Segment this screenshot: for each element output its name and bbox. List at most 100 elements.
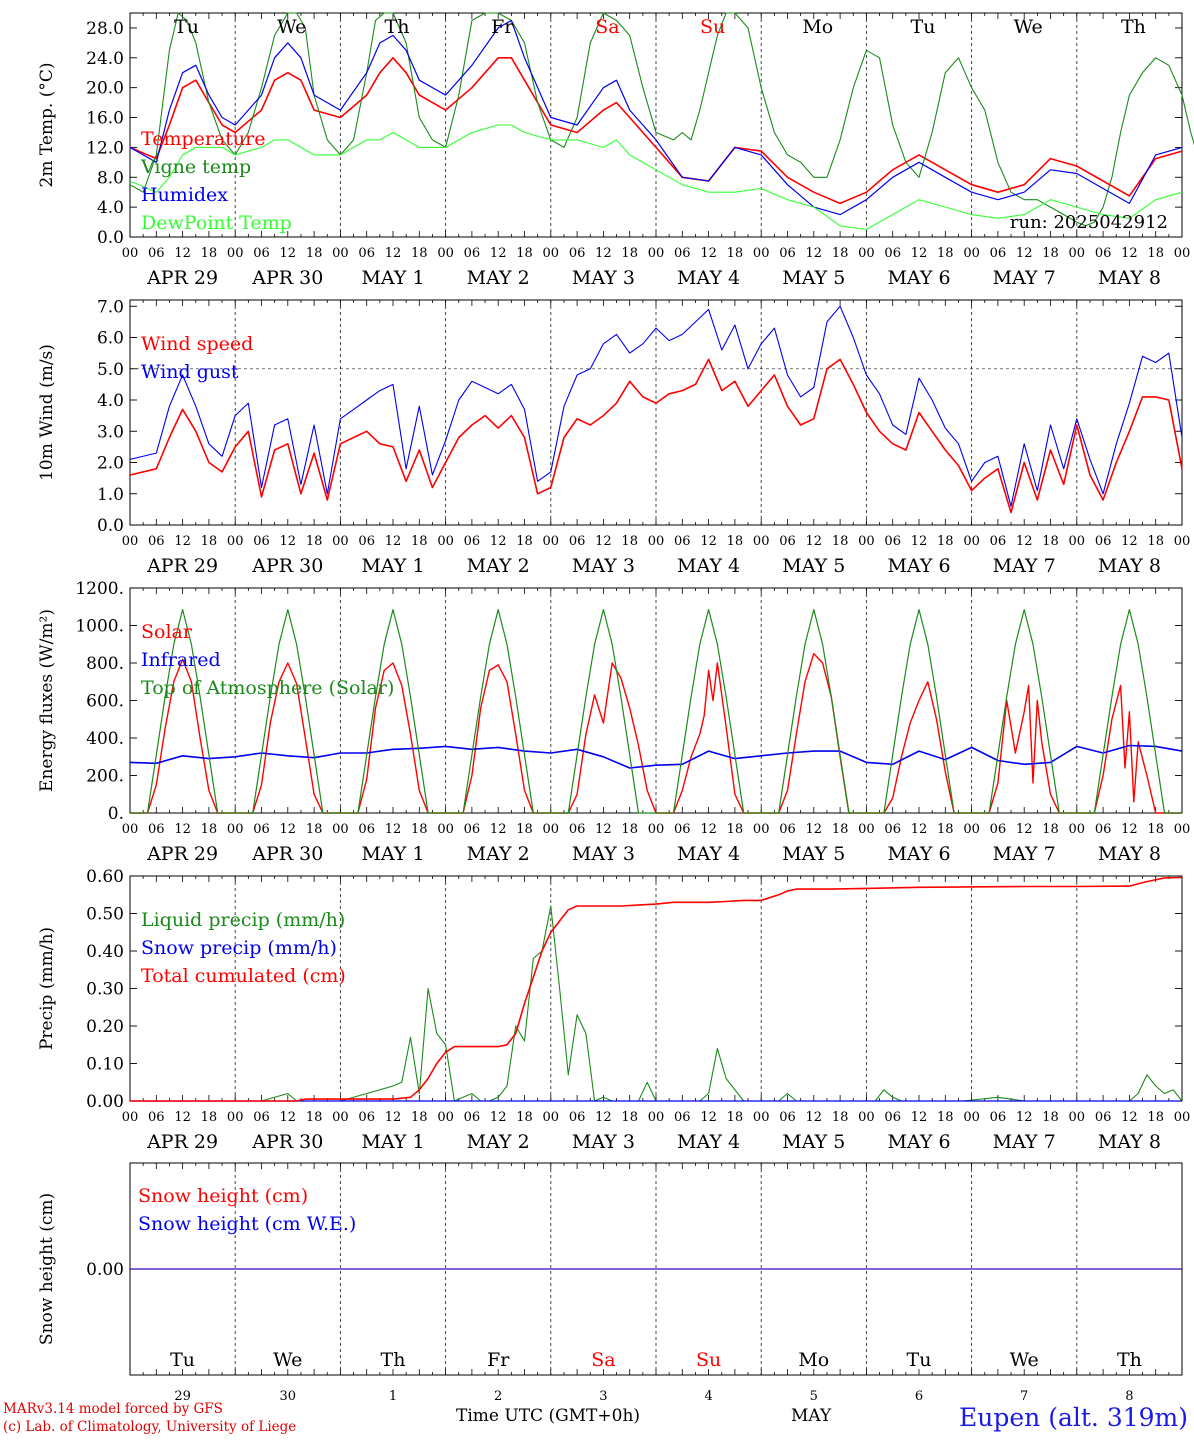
x-hour-label: 12 [1121, 1110, 1138, 1125]
y-tick-label: 1000. [75, 617, 124, 637]
y-tick-label: 4.0 [97, 391, 124, 411]
x-hour-label: 00 [437, 1110, 454, 1125]
x-hour-label: 18 [1042, 1110, 1059, 1125]
y-tick-label: 6.0 [97, 329, 124, 349]
x-hour-label: 12 [1121, 822, 1138, 837]
legend-item: Wind gust [141, 361, 239, 383]
panel-frame [129, 587, 1183, 814]
weekday-label: Th [381, 1349, 406, 1371]
x-day-number: 5 [810, 1389, 818, 1404]
panel-frame [129, 299, 1183, 526]
x-hour-label: 06 [1095, 1110, 1112, 1125]
weekday-label: Th [1121, 16, 1146, 38]
legend-item: DewPoint Temp [141, 212, 292, 234]
x-hour-label: 06 [674, 246, 691, 261]
y-tick-label: 16.0 [86, 109, 124, 129]
x-hour-label: 06 [779, 822, 796, 837]
x-day-label: MAY 5 [782, 267, 845, 289]
x-hour-label: 18 [201, 246, 218, 261]
x-hour-label: 06 [253, 534, 270, 549]
x-hour-label: 18 [306, 822, 323, 837]
y-tick-label: 24.0 [86, 49, 124, 69]
x-day-label: MAY 2 [467, 555, 530, 577]
x-hour-label: 12 [700, 822, 717, 837]
x-hour-label: 06 [464, 1110, 481, 1125]
x-hour-label: 18 [621, 1110, 638, 1125]
model-credit: MARv3.14 model forced by GFS (c) Lab. of… [3, 1400, 296, 1436]
x-hour-label: 12 [911, 246, 928, 261]
x-hour-label: 18 [937, 822, 954, 837]
weekday-label: Mo [802, 16, 833, 38]
x-hour-label: 00 [858, 1110, 875, 1125]
x-hour-label: 12 [911, 534, 928, 549]
series-dewpoint-temp [129, 124, 1183, 231]
x-hour-label: 06 [674, 822, 691, 837]
x-hour-label: 12 [595, 1110, 612, 1125]
x-hour-label: 00 [858, 822, 875, 837]
x-hour-label: 00 [332, 534, 349, 549]
weekday-label: Su [700, 16, 725, 38]
legend-item: Solar [141, 621, 193, 643]
x-hour-label: 12 [700, 246, 717, 261]
y-tick-label: 0.00 [86, 1092, 124, 1112]
x-day-label: APR 30 [251, 1131, 323, 1153]
x-hour-label: 00 [753, 246, 770, 261]
x-hour-label: 00 [227, 246, 244, 261]
x-hour-label: 12 [1121, 534, 1138, 549]
y-tick-label: 400. [86, 729, 124, 749]
x-day-number: 1 [389, 1389, 397, 1404]
x-hour-label: 06 [464, 246, 481, 261]
y-tick-label: 2.0 [97, 454, 124, 474]
x-day-label: MAY 8 [1098, 1131, 1161, 1153]
x-hour-label: 00 [1174, 1110, 1191, 1125]
x-day-label: MAY 7 [993, 555, 1056, 577]
x-hour-label: 12 [385, 246, 402, 261]
x-day-label: MAY 5 [782, 555, 845, 577]
x-hour-label: 18 [516, 1110, 533, 1125]
series-solar [130, 652, 1182, 814]
x-day-label: MAY 3 [572, 267, 635, 289]
x-day-label: MAY 8 [1098, 267, 1161, 289]
x-hour-label: 12 [490, 246, 507, 261]
x-hour-label: 06 [779, 534, 796, 549]
legend-item: Snow height (cm) [138, 1185, 308, 1207]
x-hour-label: 00 [1174, 246, 1191, 261]
x-hour-label: 12 [280, 534, 297, 549]
x-day-number: 8 [1125, 1389, 1133, 1404]
x-hour-label: 06 [569, 534, 586, 549]
y-tick-label: 8.0 [97, 168, 124, 188]
x-hour-label: 06 [253, 246, 270, 261]
weekday-label: We [277, 16, 306, 38]
x-hour-label: 06 [674, 1110, 691, 1125]
station-name: Eupen (alt. 319m) [959, 1403, 1188, 1432]
legend-item: Liquid precip (mm/h) [141, 909, 345, 931]
x-hour-label: 06 [990, 1110, 1007, 1125]
x-hour-label: 06 [464, 534, 481, 549]
x-day-label: MAY 7 [993, 843, 1056, 865]
x-hour-label: 18 [1147, 534, 1164, 549]
y-tick-label: 0.10 [86, 1055, 124, 1075]
x-hour-label: 18 [937, 246, 954, 261]
legend-item: Snow height (cm W.E.) [138, 1213, 356, 1235]
x-hour-label: 18 [727, 822, 744, 837]
panel-4: 0.00 0.10 0.20 0.30 0.40 0.50 0.60 Precip (mm/h… [37, 867, 1190, 1153]
time-axis-label: Time UTC (GMT+0h) [456, 1406, 641, 1426]
y-tick-label: 0.30 [86, 980, 124, 1000]
x-hour-label: 18 [1042, 534, 1059, 549]
x-hour-label: 12 [280, 822, 297, 837]
y-tick-label: 0.40 [86, 942, 124, 962]
x-hour-label: 00 [543, 246, 560, 261]
x-day-label: MAY 1 [361, 555, 424, 577]
x-hour-label: 06 [884, 246, 901, 261]
x-hour-label: 00 [227, 1110, 244, 1125]
x-hour-label: 00 [963, 246, 980, 261]
x-day-label: MAY 5 [782, 1131, 845, 1153]
x-hour-label: 00 [543, 534, 560, 549]
x-hour-label: 06 [990, 822, 1007, 837]
y-tick-label: 800. [86, 654, 124, 674]
y-tick-label: 600. [86, 692, 124, 712]
x-hour-label: 18 [201, 822, 218, 837]
panel-3: 0. 200. 400. 600. 800. 1000. 1200. Energy fluxe… [37, 579, 1190, 865]
x-hour-label: 06 [674, 534, 691, 549]
